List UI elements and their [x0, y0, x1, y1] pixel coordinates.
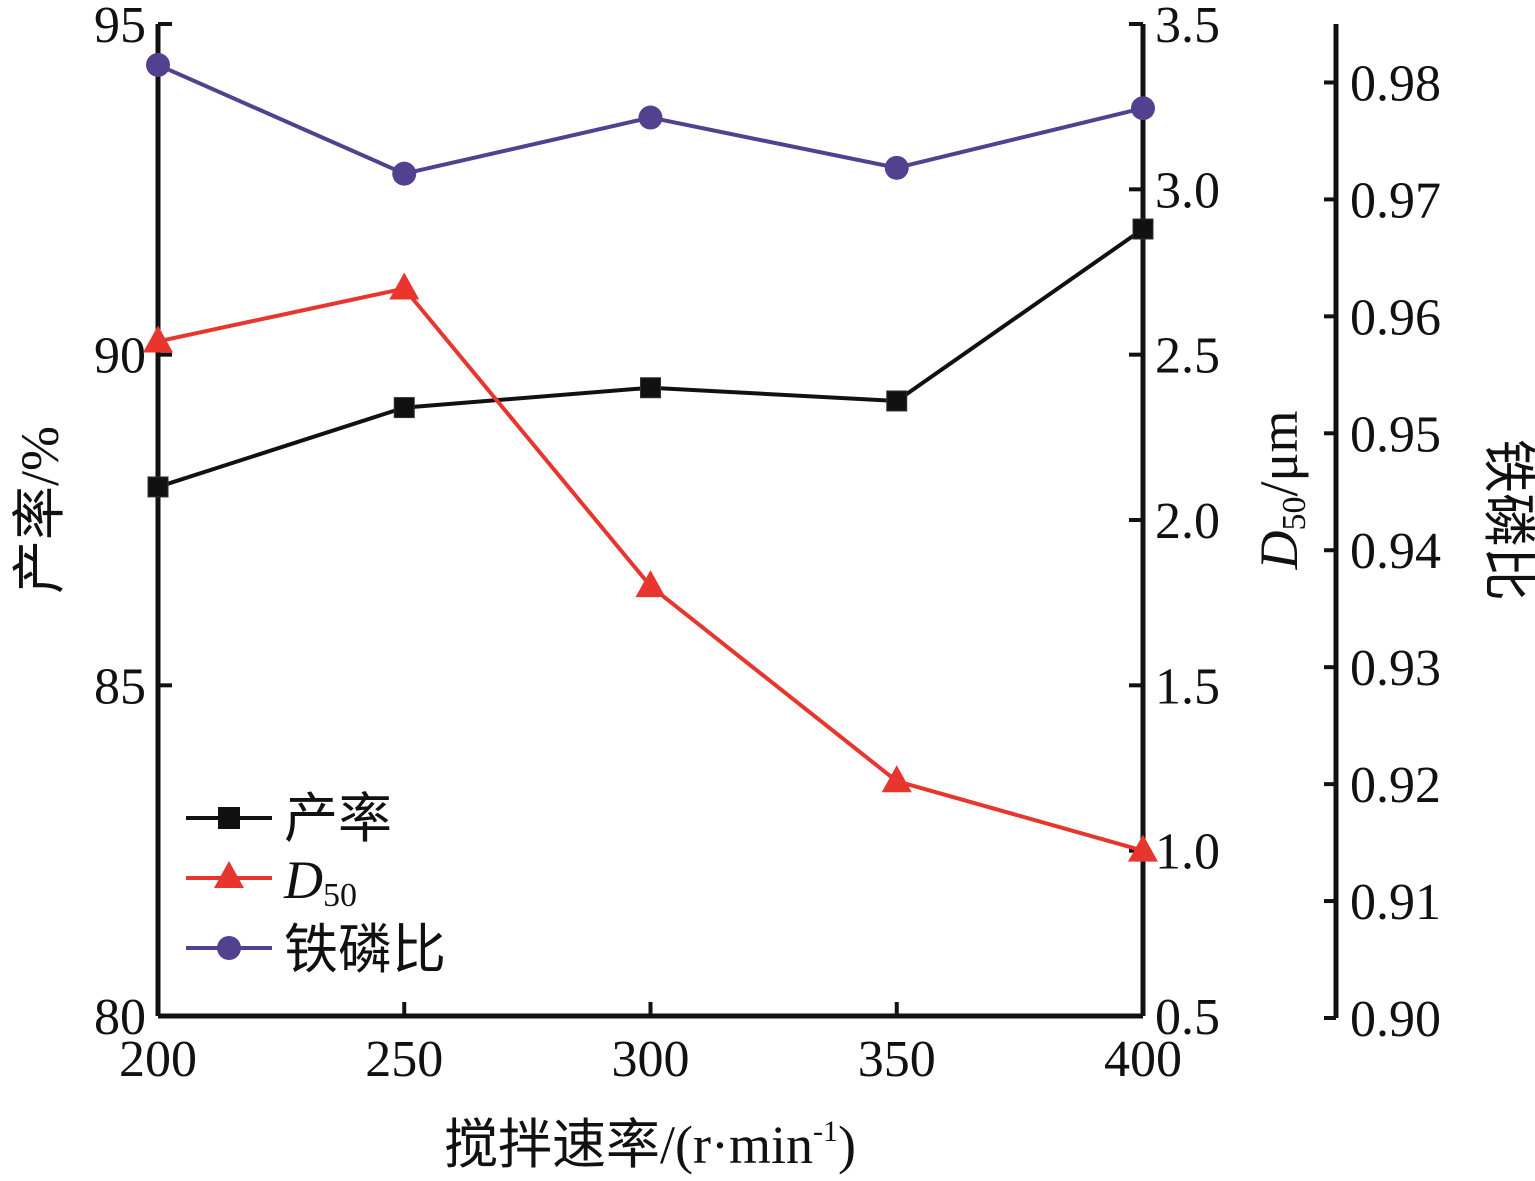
- d50-tick-label: 2.5: [1155, 328, 1220, 385]
- left-axis-title: 产率/%: [10, 426, 70, 594]
- d50-tick-label: 3.0: [1155, 162, 1220, 219]
- legend-circle-marker-icon: [217, 936, 241, 960]
- left-tick-label: 80: [94, 989, 146, 1046]
- data-point-d50: [1128, 834, 1158, 862]
- data-point-fe-p-ratio: [392, 161, 417, 186]
- data-point-d50: [635, 570, 666, 598]
- data-point-d50: [143, 325, 173, 353]
- d50-axis-title: D50/μm: [1249, 411, 1313, 571]
- data-point-fe-p-ratio: [884, 155, 909, 180]
- fe-p-ratio-tick-label: 0.95: [1350, 406, 1441, 463]
- data-point-d50: [881, 765, 912, 793]
- series-line-yield: [157, 227, 1145, 489]
- fe-p-ratio-tick-label: 0.92: [1350, 757, 1441, 814]
- series-yield: [147, 218, 1154, 498]
- d50-tick-label: 2.0: [1155, 493, 1220, 550]
- fe-p-ratio-tick-label: 0.94: [1350, 523, 1441, 580]
- data-point-fe-p-ratio: [146, 52, 170, 77]
- x-axis-title: 搅拌速率/(r·min-1): [444, 1115, 856, 1175]
- fe-p-ratio-tick-label: 0.91: [1350, 874, 1441, 931]
- axes: 200 250 300 350 400 80 85 90 95 0.5 1.0 1.5 2.0 2.5 3.…: [94, 0, 1441, 1088]
- legend-label-d50: D50: [283, 850, 357, 914]
- legend: 产率 D50 铁磷比: [186, 789, 446, 980]
- data-point-yield: [393, 397, 415, 419]
- data-point-fe-p-ratio: [638, 105, 663, 130]
- fe-p-ratio-tick-label: 0.96: [1350, 289, 1441, 346]
- fe-p-ratio-tick-label: 0.98: [1350, 55, 1441, 112]
- series-d50: [143, 272, 1158, 862]
- left-tick-label: 90: [94, 328, 146, 385]
- x-tick-label: 200: [119, 1031, 197, 1088]
- legend-triangle-marker-icon: [214, 861, 244, 888]
- data-point-yield: [1132, 218, 1154, 240]
- fe-p-ratio-tick-label: 0.97: [1350, 172, 1441, 229]
- series-layer: [143, 52, 1158, 862]
- legend-item-d50: D50: [186, 850, 357, 914]
- legend-item-fe-p-ratio: 铁磷比: [186, 920, 446, 980]
- data-point-yield: [147, 476, 169, 498]
- series-line-d50: [157, 286, 1144, 853]
- fe-p-ratio-tick-label: 0.90: [1350, 991, 1441, 1048]
- data-point-yield: [886, 390, 908, 412]
- x-tick-label: 400: [1104, 1031, 1182, 1088]
- fe-p-ratio-axis-title: 铁磷比: [1478, 439, 1535, 601]
- d50-tick-label: 1.5: [1155, 658, 1220, 715]
- data-point-d50: [389, 272, 420, 300]
- d50-tick-label: 0.5: [1155, 989, 1220, 1046]
- fe-p-ratio-tick-label: 0.93: [1350, 640, 1441, 697]
- legend-label-yield: 产率: [284, 789, 392, 849]
- x-tick-label: 300: [612, 1031, 690, 1088]
- left-tick-label: 95: [94, 0, 146, 54]
- data-point-yield: [640, 377, 661, 399]
- d50-tick-label: 1.0: [1155, 824, 1220, 881]
- d50-tick-label: 3.5: [1155, 0, 1220, 54]
- x-tick-label: 350: [858, 1031, 936, 1088]
- left-tick-label: 85: [94, 658, 146, 715]
- data-point-fe-p-ratio: [1131, 96, 1155, 121]
- series-fe-p-ratio: [146, 52, 1155, 186]
- legend-label-fe-p-ratio: 铁磷比: [284, 920, 446, 980]
- x-axis-title-superscript: -1: [813, 1115, 838, 1148]
- x-tick-label: 250: [365, 1031, 443, 1088]
- legend-square-marker-icon: [218, 807, 240, 829]
- legend-item-yield: 产率: [186, 789, 392, 849]
